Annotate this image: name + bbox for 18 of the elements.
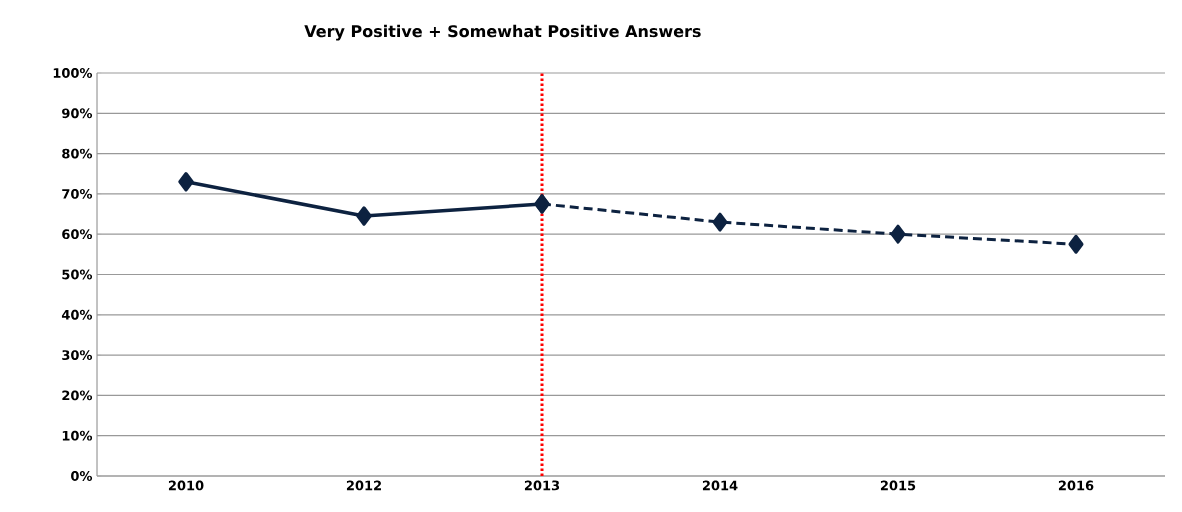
y-tick-label: 20% bbox=[62, 390, 93, 401]
x-tick-label: 2013 bbox=[524, 480, 560, 491]
y-tick-label: 70% bbox=[62, 188, 93, 199]
x-tick-label: 2010 bbox=[168, 480, 204, 491]
x-tick-label: 2014 bbox=[702, 480, 738, 491]
y-tick-label: 30% bbox=[62, 350, 93, 360]
y-tick-label: 60% bbox=[62, 229, 93, 240]
x-tick-label: 2012 bbox=[346, 480, 381, 491]
y-tick-label: 40% bbox=[61, 309, 93, 320]
y-tick-label: 80% bbox=[62, 148, 93, 159]
y-tick-label: 90% bbox=[62, 108, 93, 119]
y-tick-label: 100% bbox=[53, 68, 93, 78]
y-tick-label: 50% bbox=[62, 269, 93, 280]
chart-title: Very Positive + Somewhat Positive Answers bbox=[304, 24, 701, 41]
y-tick-label: 0% bbox=[71, 471, 93, 481]
x-tick-label: 2015 bbox=[880, 480, 916, 491]
y-tick-label: 10% bbox=[62, 430, 93, 441]
x-tick-label: 2016 bbox=[1058, 480, 1094, 491]
